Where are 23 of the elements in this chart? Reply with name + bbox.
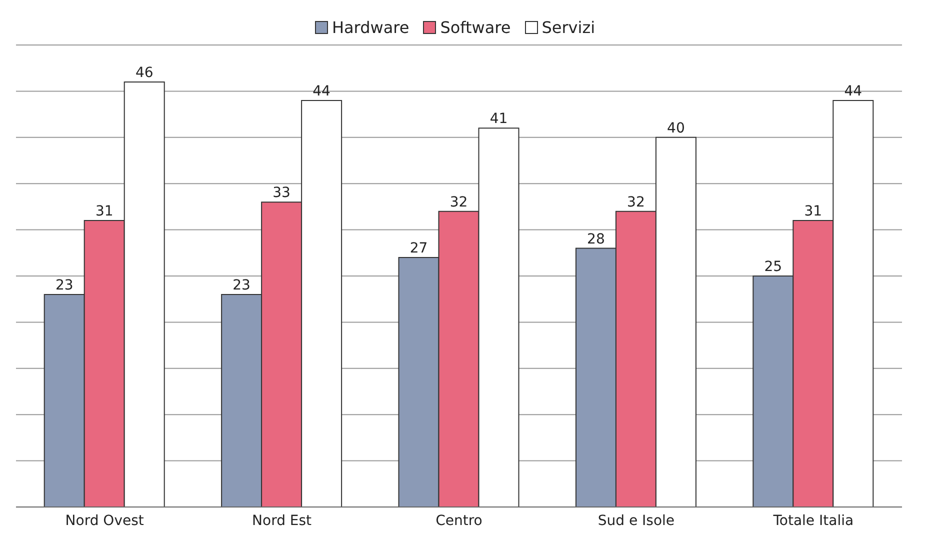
data-label: 40	[667, 120, 685, 136]
data-label: 41	[490, 111, 508, 128]
data-label: 31	[804, 204, 822, 220]
data-label: 28	[587, 231, 605, 248]
data-label: 32	[450, 194, 468, 210]
data-label: 27	[410, 240, 428, 257]
x-tick-label: Nord Est	[252, 512, 312, 529]
legend-label: Software	[440, 18, 511, 37]
x-tick-label: Totale Italia	[772, 512, 854, 529]
x-tick-label: Sud e Isole	[598, 512, 675, 529]
data-label: 46	[135, 64, 154, 81]
data-label: 44	[312, 83, 331, 100]
x-tick-label: Nord Ovest	[65, 512, 144, 529]
data-label: 23	[232, 277, 250, 294]
legend-label: Servizi	[542, 18, 596, 37]
legend-label: Hardware	[332, 18, 410, 37]
data-label: 31	[95, 204, 114, 220]
data-label: 25	[764, 259, 782, 275]
data-label: 44	[844, 83, 862, 100]
data-label: 32	[627, 194, 645, 210]
data-label: 33	[272, 185, 290, 202]
data-label: 23	[55, 277, 74, 294]
x-tick-label: Centro	[436, 512, 482, 529]
